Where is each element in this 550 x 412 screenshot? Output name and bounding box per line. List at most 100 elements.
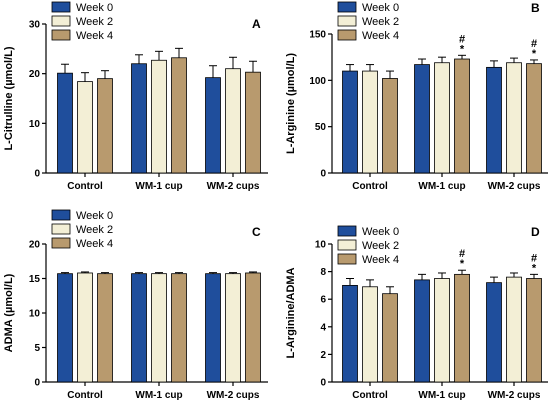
- bar: [245, 71, 261, 174]
- x-tick-label: Control: [67, 390, 103, 401]
- y-tick-label: 4: [320, 322, 326, 333]
- legend-label: Week 2: [76, 224, 113, 236]
- bar: [131, 63, 147, 174]
- y-axis-label: L-Citrulline (µmol/L): [3, 46, 15, 150]
- legend-swatch: [51, 237, 71, 249]
- x-tick-label: WM-2 cups: [207, 390, 260, 401]
- bar: [97, 78, 113, 174]
- bar: [454, 58, 470, 174]
- significance-mark: *: [460, 43, 465, 55]
- legend-swatch: [337, 15, 357, 27]
- y-tick-label: 10: [29, 119, 41, 130]
- legend-swatch: [337, 29, 357, 41]
- bar: [57, 273, 73, 383]
- y-tick-label: 20: [29, 69, 41, 80]
- y-tick-label: 0: [34, 169, 40, 180]
- x-tick-label: Control: [352, 181, 388, 192]
- panel-label: C: [252, 225, 261, 239]
- bar: [225, 68, 241, 174]
- x-tick-label: WM-1 cup: [418, 390, 465, 401]
- bar: [486, 66, 502, 174]
- bar: [362, 286, 378, 383]
- significance-mark: *: [532, 262, 537, 274]
- significance-mark: *: [460, 258, 465, 270]
- legend-label: Week 4: [362, 254, 399, 266]
- y-tick-label: 10: [29, 309, 41, 320]
- y-tick-label: 8: [320, 267, 326, 278]
- chart-panel-B: 0 50 100 150 L-Arginine (µmol/L) B Control WM-1…: [285, 1, 548, 192]
- legend-swatch: [337, 253, 357, 265]
- y-tick-label: 15: [29, 274, 41, 285]
- legend-label: Week 0: [362, 226, 399, 238]
- bar: [454, 273, 470, 383]
- y-tick-label: 50: [315, 122, 327, 133]
- legend-label: Week 0: [76, 210, 113, 222]
- significance-mark: #: [531, 38, 537, 50]
- legend-swatch: [51, 209, 71, 221]
- bar: [362, 70, 378, 174]
- bar: [486, 282, 502, 383]
- bar: [225, 273, 241, 383]
- bar: [57, 72, 73, 174]
- x-tick-label: Control: [67, 181, 103, 192]
- bar: [151, 59, 167, 174]
- bar: [434, 62, 450, 174]
- y-tick-label: 20: [29, 240, 41, 251]
- bar: [434, 278, 450, 383]
- legend-label: Week 4: [76, 30, 113, 42]
- significance-mark: #: [531, 252, 537, 264]
- x-tick-label: WM-1 cup: [135, 181, 182, 192]
- x-tick-label: WM-2 cups: [207, 181, 260, 192]
- x-tick-label: WM-1 cup: [418, 181, 465, 192]
- panel-label: B: [531, 1, 540, 15]
- bar: [506, 276, 522, 383]
- y-tick-label: 0: [320, 169, 326, 180]
- significance-mark: #: [459, 248, 465, 260]
- legend-label: Week 4: [76, 238, 113, 250]
- bar: [171, 57, 187, 174]
- bar: [342, 284, 358, 383]
- significance-mark: *: [532, 48, 537, 60]
- bar: [151, 273, 167, 383]
- legend-swatch: [337, 1, 357, 13]
- legend-swatch: [337, 225, 357, 237]
- bar: [77, 272, 93, 383]
- bar: [77, 81, 93, 174]
- panel-label: D: [531, 225, 540, 239]
- y-tick-label: 100: [309, 76, 326, 87]
- bar: [526, 63, 542, 174]
- bar: [171, 273, 187, 383]
- y-tick-label: 30: [29, 20, 41, 31]
- legend-label: Week 2: [362, 16, 399, 28]
- legend-swatch: [51, 1, 71, 13]
- bar: [205, 273, 221, 383]
- x-tick-label: Control: [352, 390, 388, 401]
- legend-label: Week 0: [76, 2, 113, 14]
- y-tick-label: 2: [320, 350, 326, 361]
- y-axis-label: ADMA (µmol/L): [3, 273, 15, 352]
- bar: [414, 64, 430, 174]
- bar: [526, 278, 542, 383]
- y-axis-label: L-Arginine (µmol/L): [285, 53, 297, 154]
- x-tick-label: WM-2 cups: [488, 181, 541, 192]
- legend-label: Week 0: [362, 2, 399, 14]
- y-tick-label: 0: [34, 378, 40, 389]
- panel-label: A: [252, 17, 261, 31]
- legend-swatch: [51, 15, 71, 27]
- bar: [382, 293, 398, 383]
- legend-label: Week 4: [362, 30, 399, 42]
- bar: [131, 273, 147, 383]
- y-tick-label: 10: [315, 240, 327, 251]
- legend-swatch: [51, 223, 71, 235]
- legend-swatch: [337, 239, 357, 251]
- chart-panel-C: 0 5 10 15 20 ADMA (µmol/L) C Control WM-1 cup WM-…: [3, 209, 268, 401]
- legend-label: Week 2: [76, 16, 113, 28]
- y-tick-label: 6: [320, 295, 326, 306]
- bar: [414, 279, 430, 383]
- chart-panel-A: 0 10 20 30 L-Citrulline (µmol/L) A Control WM-1…: [3, 1, 268, 192]
- bar: [245, 272, 261, 383]
- y-tick-label: 0: [320, 378, 326, 389]
- bar: [205, 77, 221, 174]
- bar: [506, 62, 522, 174]
